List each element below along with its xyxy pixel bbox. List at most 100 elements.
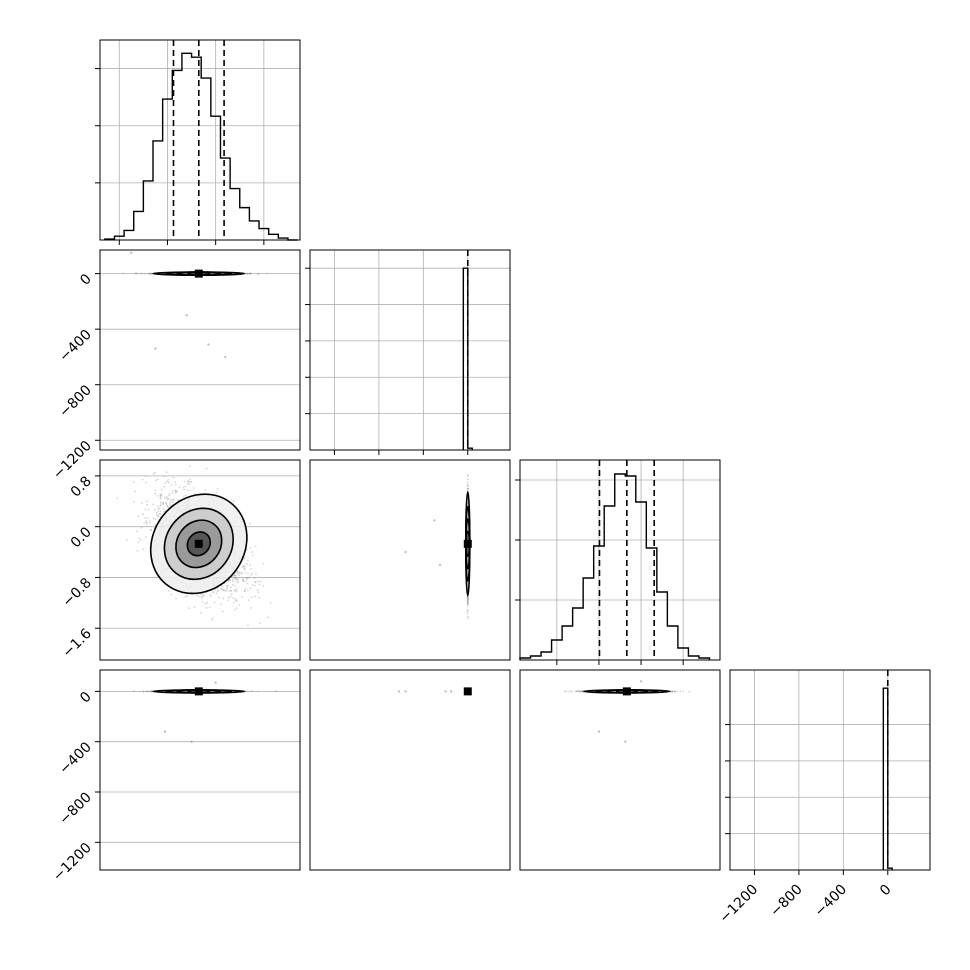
- scatter-point: [189, 481, 192, 484]
- scatter-point: [167, 478, 170, 481]
- scatter-point: [466, 488, 469, 490]
- scatter-point: [225, 584, 228, 587]
- scatter-point: [228, 579, 231, 581]
- scatter-point: [221, 588, 223, 590]
- scatter-point: [467, 484, 469, 487]
- scatter-point: [220, 603, 223, 606]
- panel-background: [310, 250, 510, 450]
- scatter-point: [234, 597, 237, 600]
- scatter-point: [466, 601, 469, 604]
- scatter-point: [238, 571, 241, 574]
- scatter-point: [157, 507, 160, 510]
- scatter-point: [172, 476, 175, 479]
- scatter-point: [144, 272, 146, 275]
- scatter-point: [236, 572, 239, 575]
- hist-p2: [305, 249, 511, 455]
- scatter-point: [236, 590, 238, 593]
- scatter-point: [186, 489, 189, 492]
- scatter-point: [466, 475, 469, 477]
- scatter-point: [149, 690, 152, 693]
- scatter-point: [148, 520, 151, 523]
- scatter-point: [172, 498, 175, 501]
- scatter-point: [242, 578, 245, 581]
- scatter-point: [222, 589, 225, 592]
- scatter-point: [251, 551, 254, 553]
- scatter-point: [215, 592, 218, 595]
- scatter-point: [145, 481, 148, 484]
- scatter-point: [158, 512, 161, 515]
- scatter-point: [159, 504, 162, 507]
- scatter-point: [247, 578, 249, 581]
- scatter-point: [204, 489, 207, 492]
- scatter-point: [466, 610, 469, 613]
- scatter-point: [246, 563, 248, 566]
- scatter-p1-p4: 0−400−800−1200: [50, 669, 301, 885]
- scatter-point: [159, 503, 162, 506]
- scatter-point: [168, 590, 171, 592]
- scatter-point: [132, 481, 135, 483]
- panel-background: [310, 460, 510, 660]
- scatter-point: [241, 595, 243, 598]
- scatter-point: [467, 617, 470, 620]
- scatter-point: [229, 589, 232, 592]
- scatter-point: [157, 510, 159, 513]
- scatter-point: [167, 481, 170, 484]
- scatter-point: [186, 594, 189, 597]
- scatter-points: [132, 681, 278, 743]
- scatter-point: [151, 690, 153, 693]
- scatter-point: [168, 503, 171, 505]
- scatter-point: [244, 568, 246, 570]
- scatter-point: [221, 610, 224, 613]
- scatter-point: [192, 487, 195, 489]
- scatter-point: [211, 617, 214, 619]
- scatter-point: [238, 572, 241, 575]
- scatter-point: [242, 565, 245, 567]
- scatter-points: [404, 474, 472, 620]
- scatter-point: [251, 584, 254, 586]
- scatter-point: [245, 690, 248, 693]
- scatter-point: [159, 497, 162, 499]
- hist-p3: [515, 459, 721, 665]
- scatter-point: [256, 589, 259, 592]
- scatter-point: [208, 606, 211, 609]
- scatter-point: [149, 690, 151, 693]
- scatter-point: [234, 577, 237, 580]
- scatter-point: [259, 622, 262, 625]
- scatter-point: [466, 602, 469, 605]
- scatter-point: [182, 486, 185, 489]
- scatter-point: [466, 600, 469, 603]
- scatter-point: [165, 471, 168, 474]
- scatter-point: [146, 690, 148, 693]
- scatter-point: [155, 512, 158, 514]
- scatter-point: [235, 607, 238, 610]
- scatter-point: [248, 599, 250, 602]
- scatter-point: [139, 690, 142, 693]
- scatter-point: [233, 574, 235, 577]
- scatter-point: [244, 580, 247, 582]
- scatter-point: [205, 606, 208, 609]
- scatter-point: [275, 690, 277, 693]
- scatter-point: [169, 500, 172, 503]
- scatter-point: [168, 497, 170, 500]
- y-tick-label: −800: [56, 382, 95, 421]
- scatter-point: [201, 600, 204, 603]
- x-tick-label: 0: [877, 882, 895, 900]
- scatter-point: [466, 597, 469, 599]
- scatter-point: [467, 597, 469, 599]
- scatter-point: [162, 503, 165, 505]
- scatter-point: [213, 601, 216, 604]
- scatter-point: [234, 574, 237, 577]
- scatter-point: [241, 578, 244, 581]
- scatter-point: [246, 273, 249, 275]
- scatter-point: [466, 605, 469, 607]
- scatter-point: [160, 488, 163, 491]
- scatter-point: [466, 597, 469, 600]
- scatter-point: [258, 596, 261, 599]
- scatter-point: [226, 588, 229, 591]
- scatter-point: [203, 595, 205, 598]
- scatter-point: [175, 490, 177, 493]
- scatter-point: [159, 497, 162, 500]
- scatter-point: [146, 690, 149, 693]
- scatter-point: [234, 575, 237, 577]
- scatter-point: [236, 581, 239, 583]
